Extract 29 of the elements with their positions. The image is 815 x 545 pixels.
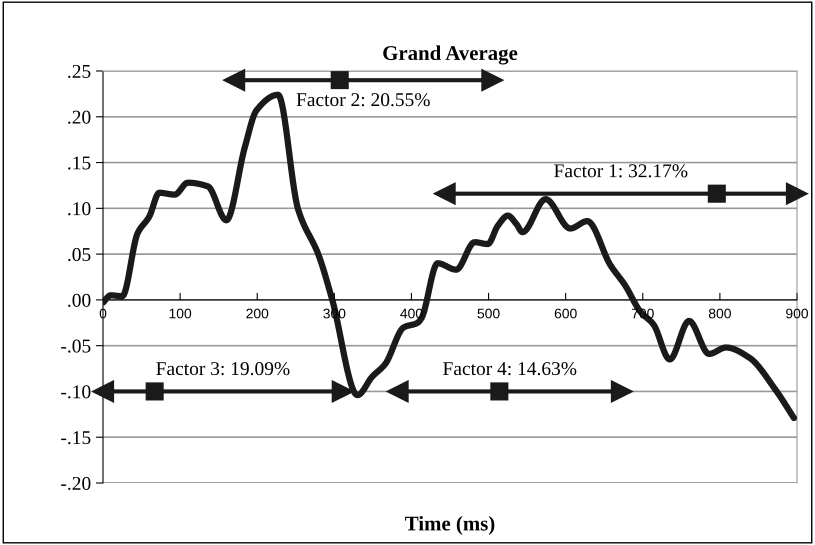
point xyxy=(222,69,246,92)
y-tick-label: .10 xyxy=(68,202,90,216)
annotation: Factor 3: 19.09% xyxy=(156,362,290,376)
y-tick-label: .05 xyxy=(68,248,90,262)
annotation: Factor 1: 32.17% xyxy=(554,164,688,178)
x-tick-label: 800 xyxy=(708,308,731,318)
point xyxy=(386,380,409,403)
y-tick-label: .20 xyxy=(68,110,90,124)
point xyxy=(433,182,456,205)
y-tick-label: -.20 xyxy=(61,476,90,490)
annotation: Factor 2: 20.55% xyxy=(296,93,430,106)
y-tick-label: -.15 xyxy=(61,431,90,444)
point xyxy=(481,69,504,92)
x-tick-label: 900 xyxy=(786,308,808,318)
point xyxy=(786,182,808,205)
y-tick-label: .25 xyxy=(68,64,90,78)
x-axis-title: Time (ms) xyxy=(405,516,494,535)
x-tick-label: 600 xyxy=(554,308,577,318)
y-tick-label: -.05 xyxy=(61,339,90,353)
point xyxy=(92,380,114,403)
x-tick-label: 100 xyxy=(170,308,192,318)
x-tick-label: 500 xyxy=(478,308,500,318)
point xyxy=(610,380,634,403)
y-tick-label: -.10 xyxy=(61,385,90,398)
annotation: Factor 4: 14.63% xyxy=(443,362,576,376)
x-tick-label: 200 xyxy=(246,308,268,318)
chart-title: Grand Average xyxy=(383,45,518,64)
y-tick-label: .15 xyxy=(68,156,90,170)
y-tick-label: .00 xyxy=(68,294,90,307)
